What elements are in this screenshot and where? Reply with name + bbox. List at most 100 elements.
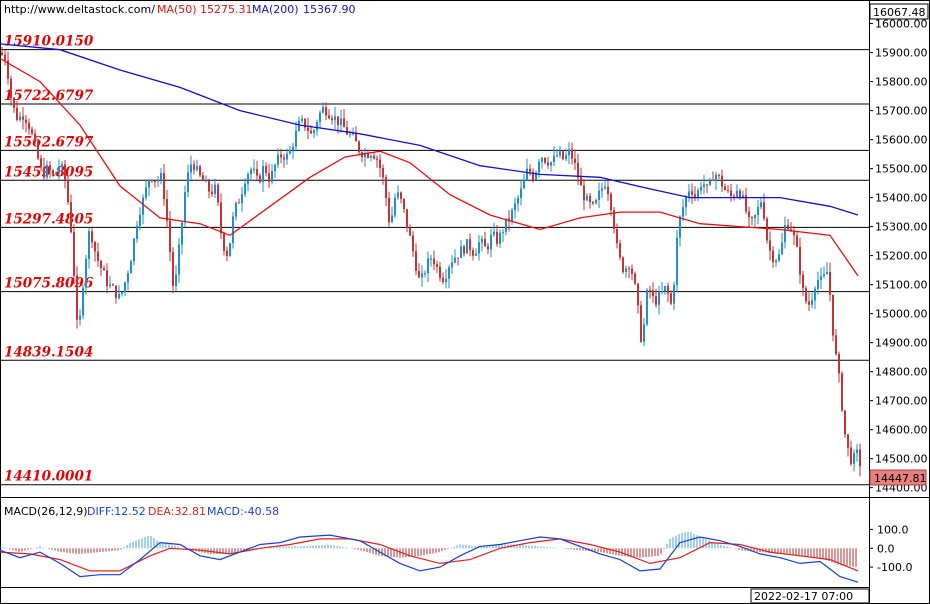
candle-down xyxy=(712,179,714,181)
candle-up xyxy=(466,239,468,254)
candle-down xyxy=(73,232,75,276)
candle-down xyxy=(37,141,39,159)
candle-down xyxy=(418,270,420,278)
candle-down xyxy=(571,149,573,159)
candle-down xyxy=(91,231,93,242)
candle-up xyxy=(349,134,351,136)
candle-down xyxy=(547,162,549,166)
candle-up xyxy=(190,164,192,173)
price-tick-label: 14800.00 xyxy=(875,366,928,379)
candle-down xyxy=(577,162,579,178)
candle-up xyxy=(814,288,816,301)
candle-down xyxy=(106,270,108,287)
candle-up xyxy=(319,112,321,122)
candle-up xyxy=(553,155,555,163)
candle-up xyxy=(853,453,855,464)
candle-up xyxy=(565,155,567,160)
candle-up xyxy=(109,284,111,287)
top-price-box xyxy=(869,3,929,20)
candle-up xyxy=(313,130,315,134)
candle-down xyxy=(280,154,282,158)
candle-down xyxy=(112,284,114,286)
ma50-line xyxy=(0,57,859,277)
price-tick-label: 15500.00 xyxy=(875,163,928,176)
candle-up xyxy=(784,225,786,243)
candle-down xyxy=(328,115,330,119)
candle-up xyxy=(145,187,147,198)
macd-diff-label: DIFF:12.52 xyxy=(87,505,146,518)
candle-down xyxy=(307,127,309,131)
candle-up xyxy=(700,186,702,191)
candlesticks xyxy=(1,46,861,477)
candle-down xyxy=(808,301,810,305)
candle-up xyxy=(820,276,822,281)
candle-up xyxy=(541,157,543,162)
candle-up xyxy=(232,216,234,244)
candle-down xyxy=(634,273,636,284)
candle-down xyxy=(649,289,651,291)
candle-down xyxy=(373,155,375,159)
candle-down xyxy=(472,250,474,256)
candle-up xyxy=(685,196,687,208)
candle-up xyxy=(430,258,432,260)
candle-up xyxy=(760,202,762,208)
candle-up xyxy=(646,289,648,325)
candle-up xyxy=(292,146,294,150)
candle-up xyxy=(181,222,183,245)
candle-up xyxy=(517,197,519,204)
candle-down xyxy=(43,167,45,178)
candle-up xyxy=(448,267,450,279)
macd-tick-label: 100.0 xyxy=(877,523,909,536)
candle-down xyxy=(259,175,261,183)
candle-down xyxy=(589,195,591,203)
candle-down xyxy=(631,268,633,274)
candle-up xyxy=(316,121,318,131)
candle-down xyxy=(265,165,267,174)
candle-up xyxy=(475,253,477,256)
candle-down xyxy=(724,186,726,191)
candle-down xyxy=(202,175,204,182)
candle-up xyxy=(568,149,570,156)
candle-up xyxy=(397,192,399,198)
price-tick-label: 15200.00 xyxy=(875,250,928,263)
candle-down xyxy=(859,449,861,467)
candle-down xyxy=(718,174,720,176)
candle-down xyxy=(31,129,33,134)
candle-down xyxy=(238,202,240,204)
candle-up xyxy=(742,195,744,198)
candle-up xyxy=(511,210,513,222)
candle-up xyxy=(673,284,675,304)
candle-up xyxy=(394,197,396,216)
candle-up xyxy=(505,218,507,232)
candle-up xyxy=(445,278,447,283)
header-site[interactable]: http://www.deltastock.com/ xyxy=(4,3,155,16)
candle-up xyxy=(352,133,354,135)
ma50-value: 15275.31 xyxy=(200,3,253,16)
candle-down xyxy=(583,185,585,201)
candle-down xyxy=(403,198,405,210)
candle-up xyxy=(697,190,699,197)
top-price-label: 16067.48 xyxy=(873,6,926,19)
candle-down xyxy=(610,194,612,211)
candle-up xyxy=(157,179,159,182)
candle-up xyxy=(301,118,303,121)
candle-down xyxy=(337,116,339,126)
candle-down xyxy=(607,186,609,195)
candle-down xyxy=(52,170,54,175)
candle-up xyxy=(364,153,366,158)
candle-down xyxy=(256,168,258,176)
candle-down xyxy=(484,238,486,247)
candle-up xyxy=(781,242,783,255)
candle-up xyxy=(526,168,528,180)
candle-up xyxy=(535,172,537,180)
candle-up xyxy=(205,180,207,182)
candle-down xyxy=(409,227,411,236)
candle-down xyxy=(622,257,624,273)
candle-down xyxy=(487,246,489,250)
candle-up xyxy=(601,188,603,191)
timestamp-box xyxy=(750,588,870,604)
candle-down xyxy=(13,98,15,108)
macd-axis-ticks: 100.0 0.0 -100.0 xyxy=(869,523,912,574)
candle-up xyxy=(58,166,60,174)
